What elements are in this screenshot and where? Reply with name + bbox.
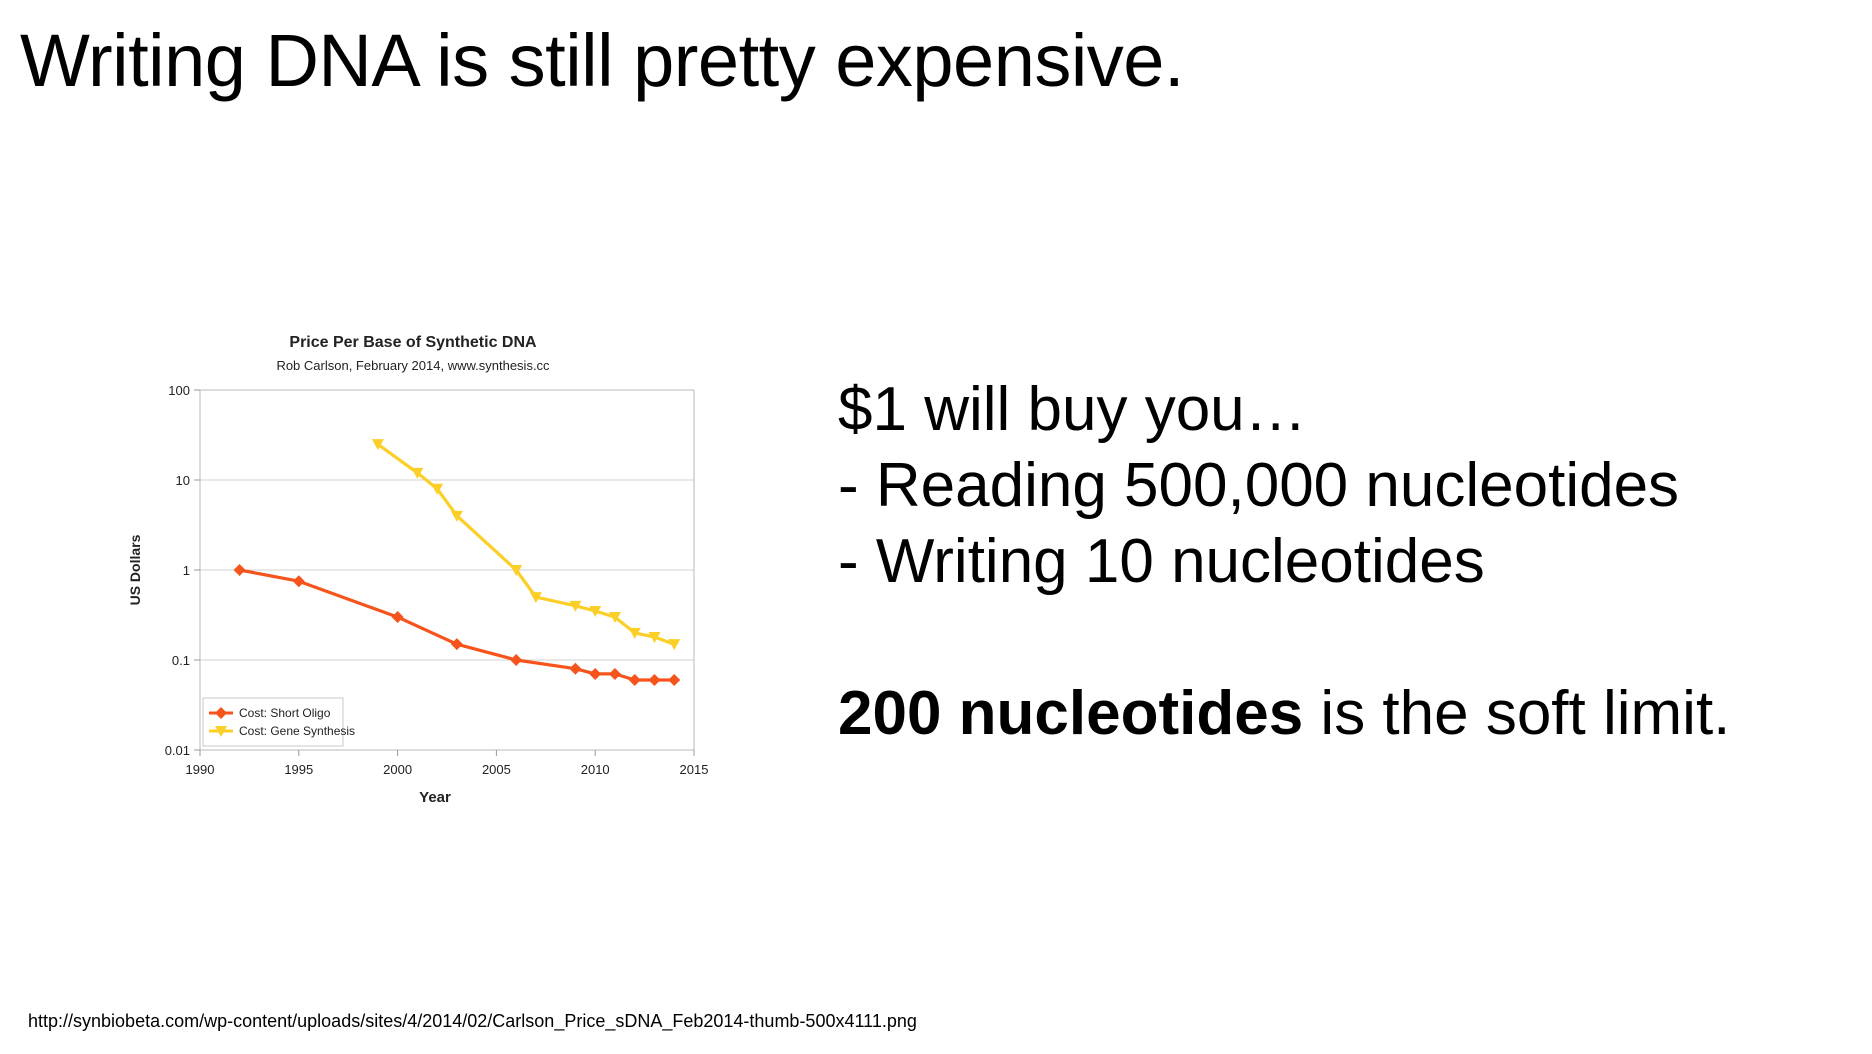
x-tick-label: 2005	[482, 762, 511, 777]
legend: Cost: Short Oligo Cost: Gene Synthesis	[202, 697, 355, 747]
legend-label: Cost: Short Oligo	[239, 706, 331, 720]
data-point	[569, 600, 582, 612]
legend-label: Cost: Gene Synthesis	[239, 724, 355, 738]
y-tick-label: 0.1	[172, 653, 190, 668]
y-axis-label: US Dollars	[127, 534, 143, 605]
buy-intro: $1 will buy you…	[838, 375, 1307, 444]
price-per-base-chart: Price Per Base of Synthetic DNA Rob Carl…	[127, 334, 709, 806]
data-point	[411, 467, 424, 479]
data-point	[292, 575, 305, 588]
series-line	[239, 568, 675, 682]
data-point	[431, 483, 444, 495]
x-tick-label: 2010	[581, 762, 610, 777]
series-gene-synthesis	[371, 439, 681, 651]
data-point	[529, 592, 542, 604]
writing-bullet: - Writing 10 nucleotides	[838, 527, 1485, 596]
y-tick-label: 100	[168, 383, 190, 398]
y-axis: 100 10 1 0.1 0.01	[165, 383, 200, 758]
reading-bullet: - Reading 500,000 nucleotides	[838, 451, 1680, 520]
data-point	[510, 565, 523, 576]
data-point	[391, 611, 404, 624]
slide-title: Writing DNA is still pretty expensive.	[20, 19, 1185, 102]
data-point	[233, 564, 246, 576]
spacer	[838, 600, 1730, 676]
series-short-oligo	[233, 564, 681, 686]
series-line	[376, 442, 675, 646]
data-point	[510, 654, 523, 666]
data-point	[648, 632, 661, 644]
data-point	[589, 606, 602, 618]
soft-limit-line: 200 nucleotides is the soft limit.	[838, 676, 1730, 752]
y-tick-label: 0.01	[165, 743, 190, 758]
chart-title: Price Per Base of Synthetic DNA	[289, 334, 537, 351]
data-point	[628, 673, 641, 686]
soft-limit-bold: 200 nucleotides	[838, 679, 1304, 748]
source-url: http://synbiobeta.com/wp-content/uploads…	[28, 1011, 917, 1031]
text-panel: $1 will buy you… - Reading 500,000 nucle…	[838, 372, 1730, 752]
legend-swatch-marker	[215, 726, 227, 737]
data-point	[450, 638, 463, 651]
data-point	[648, 673, 661, 686]
x-axis-label: Year	[419, 789, 451, 806]
data-point	[628, 627, 641, 639]
series-layer	[233, 439, 681, 686]
y-tick-label: 10	[176, 473, 190, 488]
data-point	[668, 639, 681, 651]
legend-box	[202, 697, 344, 747]
data-point	[371, 439, 384, 451]
data-point	[589, 667, 602, 680]
x-tick-label: 1990	[186, 762, 215, 777]
data-point	[450, 510, 463, 522]
data-point	[668, 673, 681, 686]
gridlines	[200, 389, 694, 751]
chart-subtitle: Rob Carlson, February 2014, www.synthesi…	[276, 358, 550, 373]
data-point	[569, 662, 582, 675]
soft-limit-rest: is the soft limit.	[1303, 679, 1731, 748]
x-axis: 1990 1995 2000 2005 2010 2015	[186, 750, 709, 777]
x-tick-label: 2015	[680, 762, 709, 777]
y-tick-label: 1	[183, 563, 190, 578]
legend-swatch-marker	[215, 707, 227, 719]
x-tick-label: 2000	[383, 762, 412, 777]
data-point	[608, 612, 621, 624]
x-tick-label: 1995	[284, 762, 313, 777]
data-point	[608, 667, 621, 680]
